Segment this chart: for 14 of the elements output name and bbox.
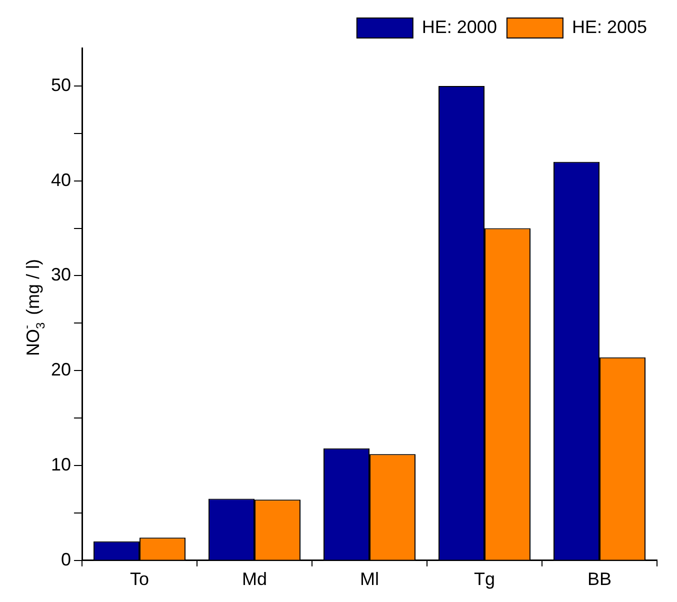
legend-label: HE: 2005 bbox=[572, 16, 648, 37]
x-tick-label: BB bbox=[587, 569, 612, 590]
y-tick-label: 0 bbox=[61, 549, 72, 570]
x-tick-label: Ml bbox=[360, 569, 380, 590]
y-tick-label: 50 bbox=[50, 74, 72, 95]
x-tick-label: To bbox=[130, 569, 150, 590]
y-tick-label: 20 bbox=[50, 360, 72, 380]
legend-label: HE: 2000 bbox=[422, 16, 497, 37]
y-tick-label: 10 bbox=[50, 454, 72, 474]
y-tick-label: 30 bbox=[50, 264, 72, 285]
x-tick-label: Tg bbox=[474, 569, 496, 590]
x-tick-label: Md bbox=[242, 569, 268, 590]
y-tick-label: 40 bbox=[50, 170, 72, 190]
y-axis-title: NO3- (mg / l) bbox=[19, 259, 48, 356]
